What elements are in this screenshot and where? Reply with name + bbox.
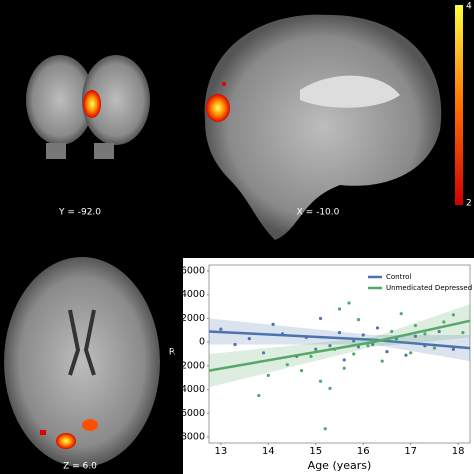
point — [413, 323, 418, 328]
point — [299, 369, 304, 373]
y-tick-label: 6000 — [181, 266, 205, 277]
y-tick-label: 0 — [199, 337, 205, 348]
point — [342, 358, 346, 362]
x-tick-label: 18 — [452, 446, 465, 457]
point — [337, 307, 342, 311]
y-tick-label: -2000 — [177, 360, 205, 371]
point — [285, 363, 289, 367]
trend-line — [208, 319, 471, 372]
point — [390, 329, 394, 334]
coronal-slice — [26, 55, 150, 159]
x-axis-label: Age (years) — [308, 459, 372, 472]
y-tick-label: -6000 — [177, 408, 205, 419]
point — [423, 332, 427, 336]
slice-label: X = -10.0 — [297, 208, 340, 218]
point — [280, 332, 285, 336]
point — [375, 326, 380, 330]
point — [451, 347, 455, 351]
point — [442, 320, 446, 324]
plot-area — [208, 264, 471, 444]
point — [257, 393, 261, 398]
point — [261, 351, 266, 355]
point — [266, 373, 270, 377]
point — [437, 329, 441, 334]
slice-label: Y = -92.0 — [58, 208, 101, 218]
point — [342, 366, 346, 370]
point — [328, 386, 332, 390]
point — [366, 344, 370, 348]
point — [219, 327, 223, 331]
point — [318, 316, 323, 321]
x-tick-label: 13 — [214, 446, 227, 457]
point — [352, 352, 356, 356]
point — [356, 345, 361, 349]
confidence-band — [209, 318, 470, 362]
point — [318, 379, 323, 383]
point — [371, 338, 375, 342]
x-tick-label: 14 — [262, 446, 275, 457]
point — [423, 344, 427, 348]
legend-label: Unmedicated Depressed — [386, 284, 472, 292]
x-tick-label: 16 — [357, 446, 370, 457]
point — [333, 347, 337, 351]
point — [314, 347, 318, 351]
slice-label: Z = 6.0 — [63, 462, 97, 472]
legend-label: Control — [386, 273, 411, 281]
point — [361, 333, 365, 337]
x-tick-label: 17 — [404, 446, 417, 457]
point — [309, 354, 313, 358]
point — [356, 318, 361, 322]
point — [404, 353, 408, 357]
colorbar-tick-label: 2 — [466, 199, 472, 209]
point — [328, 344, 332, 348]
x-tick-label: 15 — [309, 446, 322, 457]
point — [385, 350, 389, 354]
point — [247, 336, 251, 341]
point — [323, 427, 327, 431]
point — [461, 331, 465, 335]
point — [451, 313, 455, 317]
sagittal-slice — [204, 14, 442, 241]
colorbar-tick-label: 4 — [466, 2, 472, 12]
point — [413, 334, 418, 338]
point — [432, 346, 437, 350]
y-axis-label: Encode overall > baseline — [170, 285, 182, 422]
orientation-label: R — [169, 348, 175, 358]
y-tick-label: -8000 — [177, 432, 205, 443]
point — [352, 339, 356, 343]
axial-slice — [4, 257, 160, 467]
colorbar — [455, 5, 463, 205]
chart: -8000 -6000 -4000 -2000 0 2000 4000 6000 13 14 15 1… — [170, 264, 472, 472]
y-tick-label: -4000 — [177, 384, 205, 395]
point — [271, 322, 275, 326]
point — [347, 301, 351, 305]
point — [371, 342, 375, 347]
point — [399, 312, 403, 316]
point — [337, 331, 342, 335]
y-tick-label: 4000 — [181, 289, 205, 300]
point — [304, 335, 308, 339]
point — [233, 342, 237, 347]
point — [409, 351, 413, 355]
confidence-band — [209, 304, 470, 388]
point — [380, 359, 384, 363]
y-tick-label: 2000 — [181, 313, 205, 324]
